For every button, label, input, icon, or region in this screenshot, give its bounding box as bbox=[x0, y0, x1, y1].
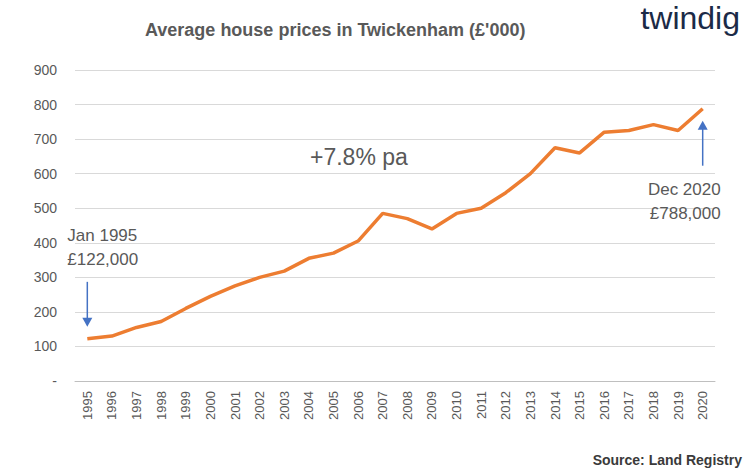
svg-text:2013: 2013 bbox=[523, 391, 538, 420]
svg-text:300: 300 bbox=[34, 269, 58, 285]
svg-text:500: 500 bbox=[34, 200, 58, 216]
svg-text:200: 200 bbox=[34, 304, 58, 320]
svg-text:£122,000: £122,000 bbox=[67, 250, 138, 269]
svg-text:2003: 2003 bbox=[277, 391, 292, 420]
svg-text:1997: 1997 bbox=[129, 391, 144, 420]
svg-text:2019: 2019 bbox=[671, 391, 686, 420]
svg-text:2020: 2020 bbox=[695, 391, 710, 420]
svg-text:2018: 2018 bbox=[646, 391, 661, 420]
svg-text:2007: 2007 bbox=[375, 391, 390, 420]
svg-text:2010: 2010 bbox=[449, 391, 464, 420]
svg-text:2005: 2005 bbox=[326, 391, 341, 420]
svg-text:700: 700 bbox=[34, 131, 58, 147]
svg-text:2009: 2009 bbox=[424, 391, 439, 420]
svg-text:2000: 2000 bbox=[203, 391, 218, 420]
svg-text:2006: 2006 bbox=[351, 391, 366, 420]
svg-text:Dec 2020: Dec 2020 bbox=[648, 180, 721, 199]
svg-text:2015: 2015 bbox=[572, 391, 587, 420]
svg-text:-: - bbox=[52, 373, 57, 389]
svg-text:1995: 1995 bbox=[80, 391, 95, 420]
svg-text:1996: 1996 bbox=[104, 391, 119, 420]
svg-text:2001: 2001 bbox=[228, 391, 243, 420]
svg-text:2011: 2011 bbox=[474, 391, 489, 419]
svg-text:900: 900 bbox=[34, 62, 58, 78]
svg-text:2002: 2002 bbox=[252, 391, 267, 420]
svg-text:1999: 1999 bbox=[178, 391, 193, 420]
svg-text:100: 100 bbox=[34, 338, 58, 354]
svg-text:2004: 2004 bbox=[301, 391, 316, 420]
svg-text:Jan 1995: Jan 1995 bbox=[67, 226, 137, 245]
svg-text:2016: 2016 bbox=[597, 391, 612, 420]
svg-text:2014: 2014 bbox=[548, 391, 563, 420]
svg-text:Average house prices in Twicke: Average house prices in Twickenham (£'00… bbox=[145, 20, 525, 40]
svg-text:+7.8% pa: +7.8% pa bbox=[310, 144, 408, 170]
svg-text:600: 600 bbox=[34, 166, 58, 182]
svg-text:£788,000: £788,000 bbox=[650, 204, 721, 223]
svg-text:800: 800 bbox=[34, 97, 58, 113]
svg-text:Source: Land Registry: Source: Land Registry bbox=[593, 452, 743, 468]
svg-text:2017: 2017 bbox=[621, 391, 636, 420]
svg-text:400: 400 bbox=[34, 235, 58, 251]
svg-text:1998: 1998 bbox=[154, 391, 169, 420]
svg-text:2008: 2008 bbox=[400, 391, 415, 420]
svg-text:2012: 2012 bbox=[498, 391, 513, 420]
svg-text:twindig: twindig bbox=[640, 0, 740, 36]
